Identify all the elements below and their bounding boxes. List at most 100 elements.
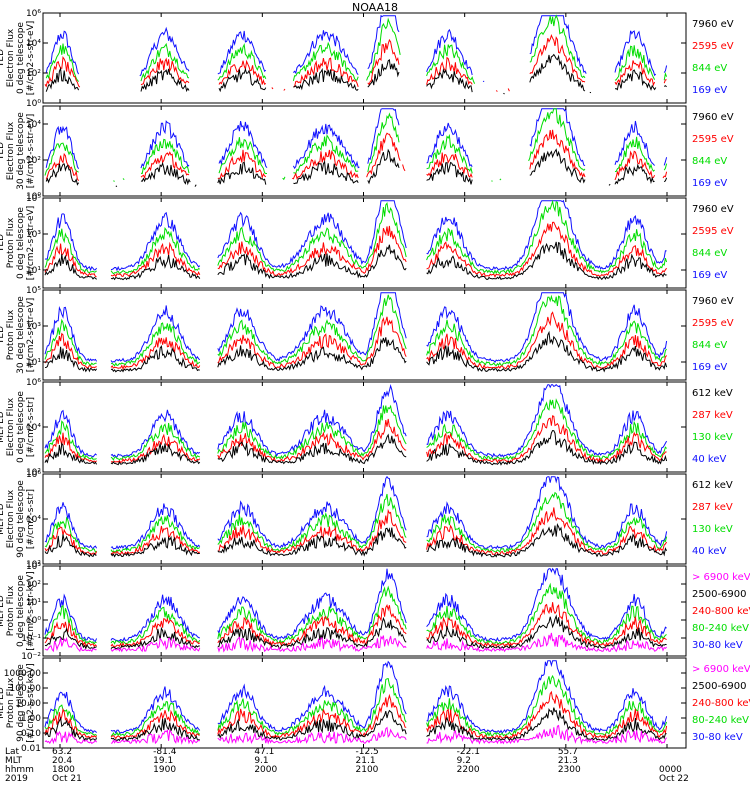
y-tick-label: 10⁶ <box>26 470 41 480</box>
legend-entry: 169 eV <box>692 178 728 189</box>
legend-entry: 2595 eV <box>692 226 734 237</box>
x-row-label: Lat <box>5 747 20 757</box>
series-40-kev <box>44 475 668 550</box>
x-tick-label: -81.4 <box>153 747 177 757</box>
legend-entry: 40 keV <box>692 454 727 465</box>
y-tick-label: 10⁴ <box>26 39 41 49</box>
x-tick-label: 55.7 <box>557 747 578 757</box>
series-287-kev <box>44 415 667 464</box>
series-80-240-kev <box>44 674 668 737</box>
y-tick-label: 10⁻¹ <box>21 634 41 644</box>
y-axis-label: MEPED Proton Flux 90 deg telescope [#/cm2-s… <box>0 663 36 743</box>
x-tick-label: 2200 <box>456 765 480 775</box>
legend-entry: 7960 eV <box>692 296 734 307</box>
series-844-ev <box>44 199 668 275</box>
y-tick-label: 10⁵ <box>26 286 41 296</box>
y-tick-label: 10⁰ <box>26 99 41 109</box>
legend-entry: 612 keV <box>692 480 733 491</box>
legend-entry: 2595 eV <box>692 134 734 145</box>
legend-entry: > 6900 keV <box>692 664 750 675</box>
y-axis-label: MEPED Electron Flux 0 deg telescope [#/cm2-… <box>0 391 36 463</box>
y-tick-label: 10² <box>26 560 41 570</box>
x-tick-label: -12.5 <box>355 747 379 757</box>
y-axis-label: MEPED Proton Flux 0 deg telescope [#/cm2-s-… <box>0 571 36 651</box>
panel-frame <box>42 289 687 381</box>
series--6900-kev <box>44 724 667 745</box>
legend-entry: 7960 eV <box>692 112 734 123</box>
y-tick-label: 10⁶ <box>26 9 41 19</box>
panel-meped-p-90: 0.01 0.10 1.00 10.00 100.00 1000.00 <box>4 657 687 754</box>
panel-ted-p-30: 10¹ 10³ 10⁵ <box>26 286 687 381</box>
series-40-kev <box>44 384 668 458</box>
y-tick-label: 10¹ <box>26 266 41 276</box>
y-axis-label: MEPED Electron Flux 90 deg telescope [#/cm2… <box>0 480 36 558</box>
legend-entry: 2595 eV <box>692 318 734 329</box>
x-tick-label: Oct 22 <box>659 774 689 784</box>
legend-entry: 2595 eV <box>692 41 734 52</box>
series-7960-ev <box>45 53 667 95</box>
x-tick-label: 1800 <box>52 765 75 775</box>
panel-meped-e-90: 10² 10⁴ 10⁶ <box>26 470 687 570</box>
y-tick-label: 10² <box>26 156 41 166</box>
x-tick-label: 0000 <box>659 765 682 775</box>
panel-ted-e-30: 10⁰ 10² 10⁴ <box>26 105 687 202</box>
legend-entry: 80-240 keV <box>692 623 750 634</box>
series-7960-ev <box>44 241 667 281</box>
legend-entry: 2500-6900 <box>692 681 747 692</box>
series-169-ev <box>44 292 668 363</box>
legend-entry: > 6900 keV <box>692 572 750 583</box>
legend-entry: 40 keV <box>692 546 727 557</box>
legend-entry: 240-800 keV <box>692 606 750 617</box>
x-tick-label: 63.2 <box>52 747 73 757</box>
x-row-label: 2019 <box>5 774 28 784</box>
legend-entry: 240-800 keV <box>692 698 750 709</box>
series-130-kev <box>44 398 667 461</box>
y-tick-label: 10¹ <box>26 598 41 608</box>
panel-frame <box>42 105 687 197</box>
x-tick-label: 19.1 <box>153 756 174 766</box>
y-tick-label: 10² <box>26 580 41 590</box>
series-130-kev <box>44 491 668 553</box>
y-tick-label: 10⁵ <box>26 194 41 204</box>
panel-frame <box>42 197 687 289</box>
series-844-ev <box>44 108 668 182</box>
x-tick-label: 47.1 <box>254 747 275 757</box>
y-tick-label: 100.00 <box>10 684 42 694</box>
legend-entry: 7960 eV <box>692 204 734 215</box>
y-tick-label: 10¹ <box>26 358 41 368</box>
legend-entry: 2500-6900 <box>692 589 747 600</box>
legend-entry: 287 keV <box>692 502 733 513</box>
series-30-80-kev <box>44 660 668 735</box>
legend-entry: 844 eV <box>692 63 728 74</box>
legend-entry: 844 eV <box>692 156 728 167</box>
y-tick-label: 1.00 <box>21 714 41 724</box>
x-tick-label: -22.1 <box>456 747 480 757</box>
y-tick-label: 0.01 <box>21 744 41 754</box>
y-tick-label: 1000.00 <box>4 669 41 679</box>
series-7960-ev <box>45 148 668 187</box>
legend-entry: 169 eV <box>692 85 728 96</box>
series-2500-6900 <box>44 707 667 742</box>
panel-ted-p-0: 10¹ 10³ 10⁵ <box>26 194 687 289</box>
y-tick-label: 10⁴ <box>26 120 41 130</box>
y-tick-label: 0.10 <box>21 729 41 739</box>
series-80-240-kev <box>44 582 667 645</box>
legend-entry: 7960 eV <box>692 19 734 30</box>
series-2595-ev <box>44 33 667 92</box>
x-tick-label: 21.1 <box>355 756 376 766</box>
y-axis-label: TED Proton Flux 0 deg telescope [#/cm2-s-st… <box>0 205 36 281</box>
legend-entry: 844 eV <box>692 248 728 259</box>
y-tick-label: 10.00 <box>15 699 41 709</box>
legend-entry: 169 eV <box>692 362 728 373</box>
series-844-ev <box>44 294 667 367</box>
legend-entry: 612 keV <box>692 388 733 399</box>
panel-meped-e-0: 10² 10⁴ 10⁶ <box>26 378 687 478</box>
panel-frame <box>42 381 687 473</box>
series-844-ev <box>45 14 668 84</box>
series-612-kev <box>44 522 668 558</box>
legend-entry: 169 eV <box>692 270 728 281</box>
y-tick-label: 10² <box>26 69 41 79</box>
y-axis-label: TED Electron Flux 30 deg telescope [#/cm2-s… <box>0 112 36 190</box>
